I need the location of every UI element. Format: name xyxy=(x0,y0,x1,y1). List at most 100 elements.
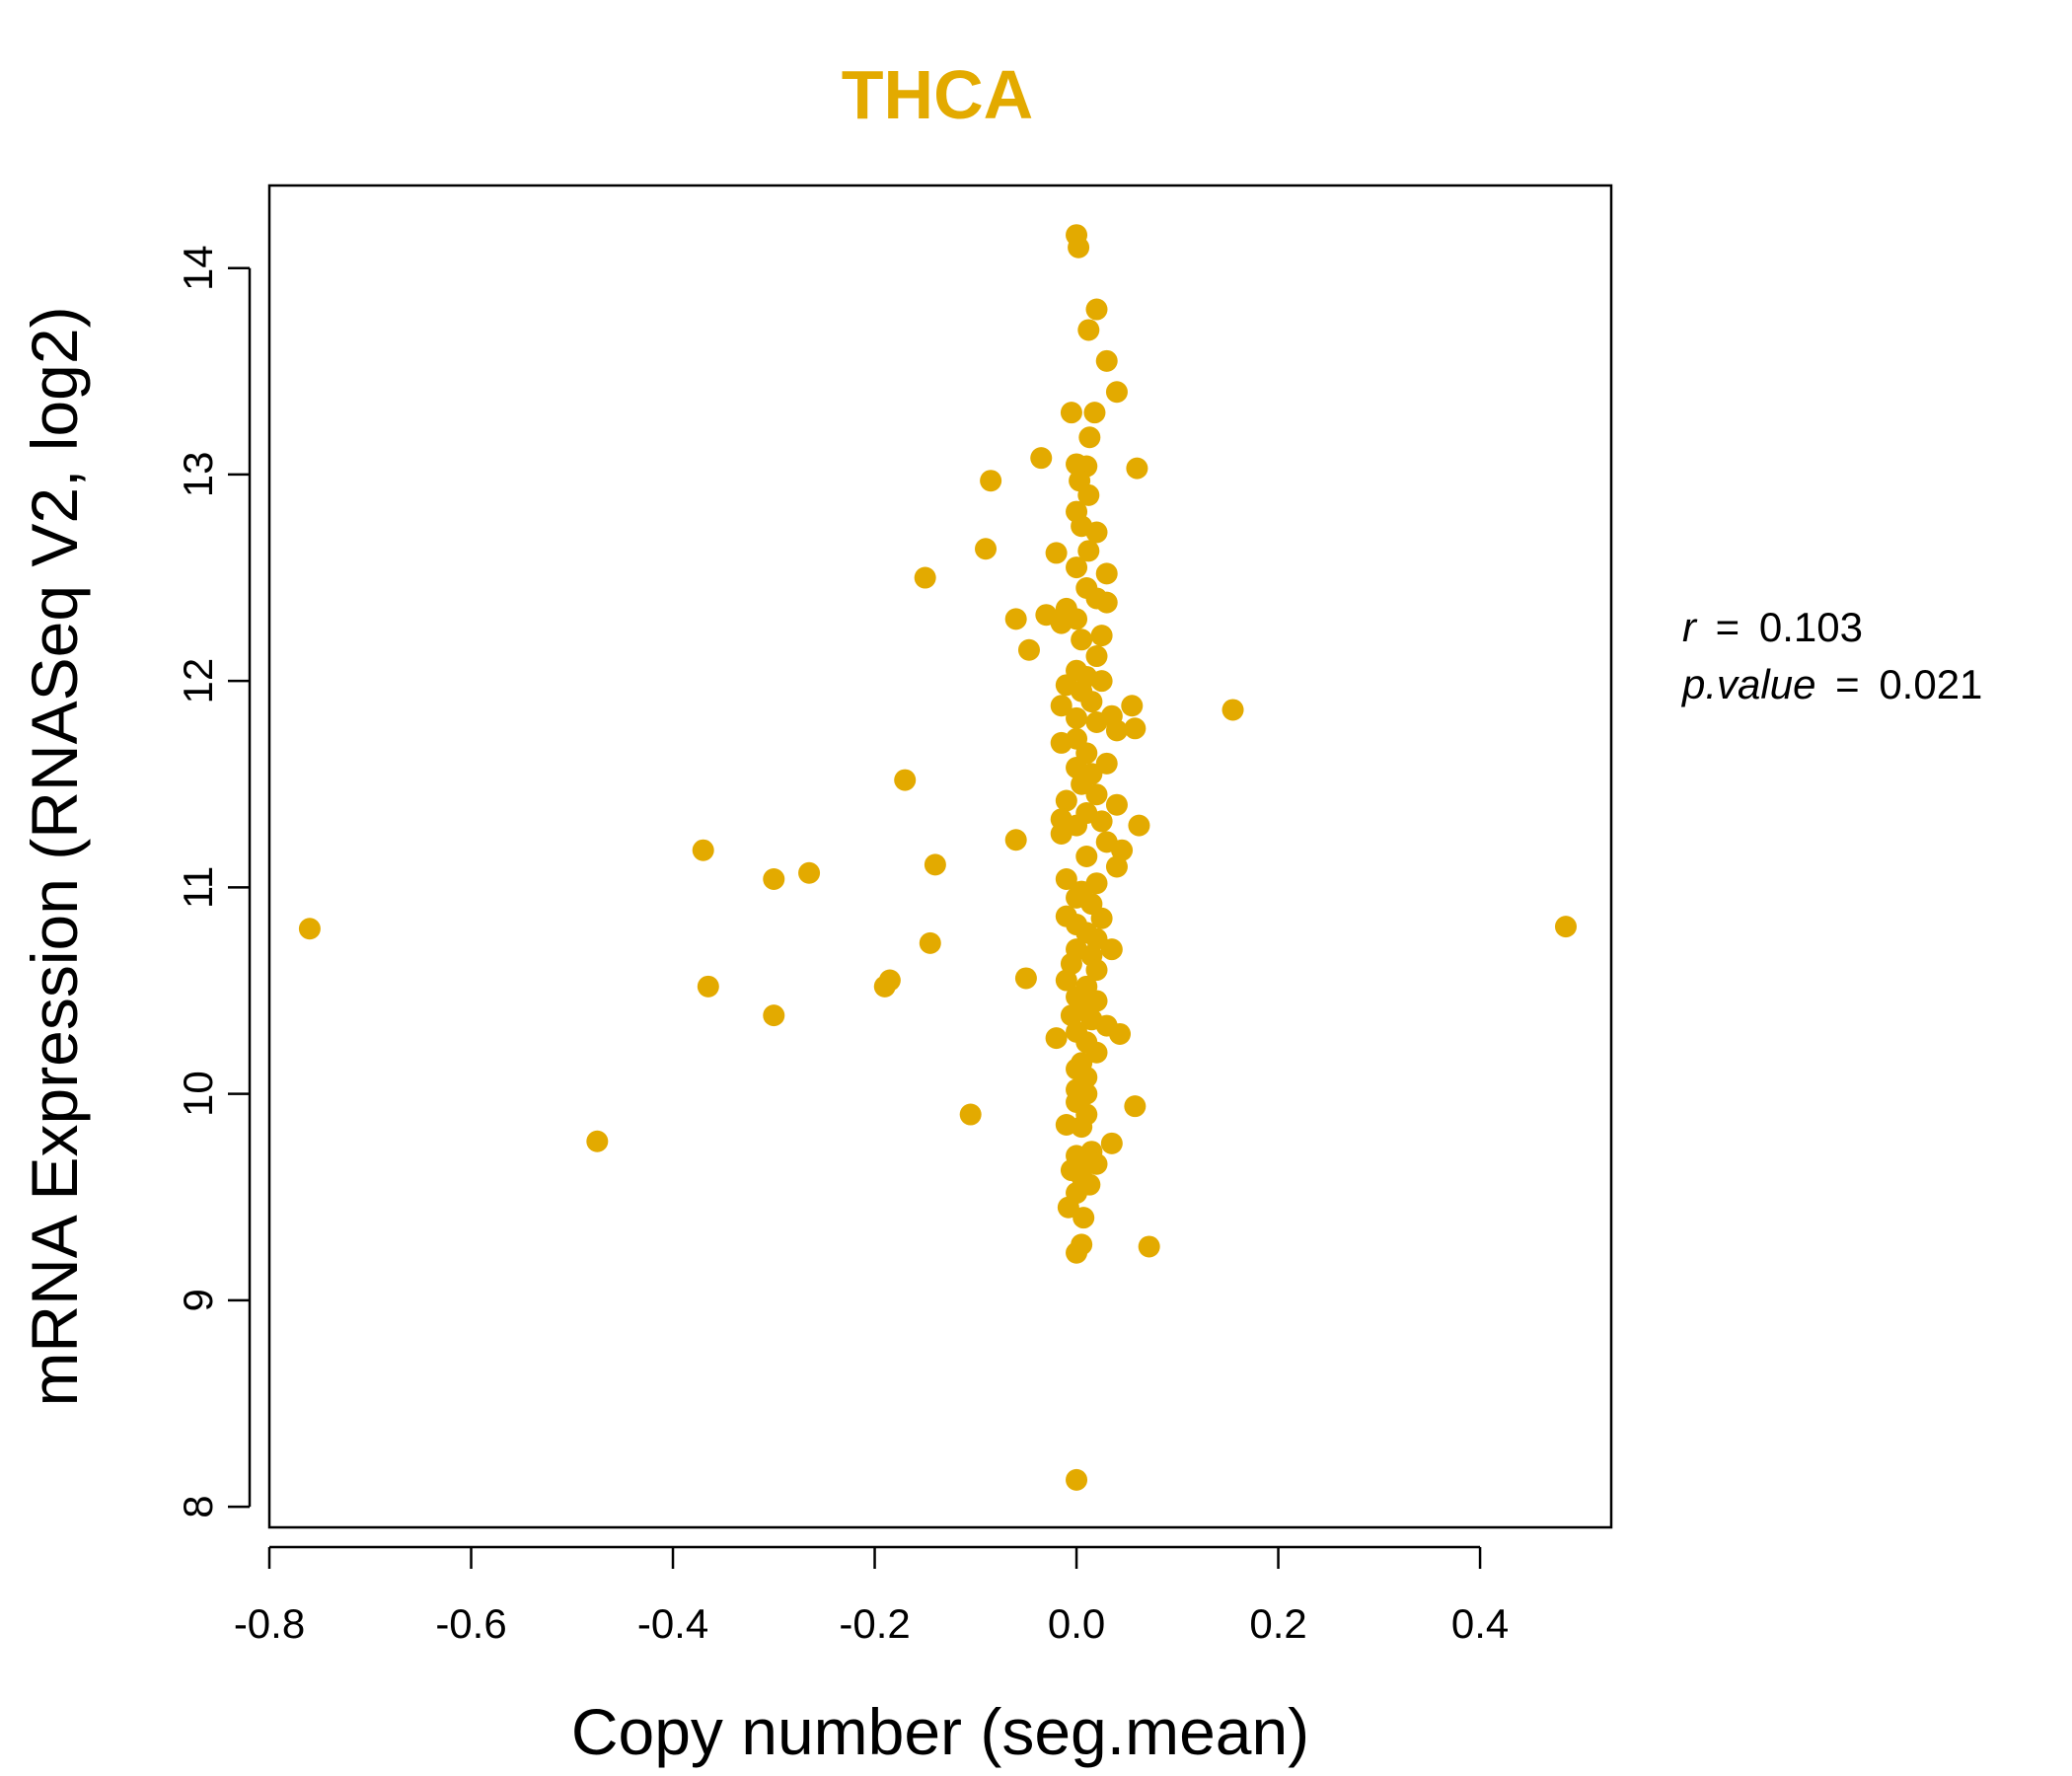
data-point xyxy=(1095,591,1118,614)
data-point xyxy=(1095,349,1118,372)
stat-p-eq: = xyxy=(1835,661,1860,707)
data-point xyxy=(1078,426,1101,449)
data-point xyxy=(586,1130,609,1152)
chart-title: THCA xyxy=(842,56,1033,133)
data-point xyxy=(1068,236,1090,259)
data-point xyxy=(1105,855,1128,878)
data-point xyxy=(1071,773,1093,795)
x-tick-label: 0.0 xyxy=(1048,1600,1105,1647)
data-point xyxy=(980,470,1002,492)
data-point xyxy=(924,853,946,876)
data-point xyxy=(959,1103,982,1126)
data-point xyxy=(1095,752,1118,775)
data-point xyxy=(1083,402,1106,424)
data-point xyxy=(1066,1468,1088,1491)
data-point xyxy=(873,975,896,998)
data-point xyxy=(1080,691,1103,713)
data-point xyxy=(1128,814,1150,837)
data-point xyxy=(1071,1116,1093,1139)
y-tick-label: 13 xyxy=(175,452,221,498)
x-tick-label: -0.6 xyxy=(435,1600,506,1647)
data-point xyxy=(1055,789,1077,812)
data-point xyxy=(1090,670,1113,693)
x-tick-label: 0.2 xyxy=(1249,1600,1306,1647)
data-point xyxy=(1071,629,1093,651)
data-point xyxy=(1124,1095,1147,1118)
data-point xyxy=(914,566,936,589)
data-point xyxy=(1077,483,1100,506)
x-tick-label: -0.4 xyxy=(637,1600,708,1647)
data-point xyxy=(1221,699,1244,721)
data-point xyxy=(975,538,998,560)
data-point xyxy=(1050,695,1073,717)
y-tick-label: 14 xyxy=(175,245,221,291)
data-point xyxy=(1111,839,1134,861)
svg-text:r = 0.103: r = 0.103 xyxy=(1682,604,1863,650)
x-tick-label: -0.2 xyxy=(839,1600,910,1647)
data-point xyxy=(1050,731,1073,754)
data-point xyxy=(1045,542,1068,564)
data-point xyxy=(798,861,821,884)
y-tick-label: 11 xyxy=(175,866,221,910)
data-point xyxy=(1121,695,1144,717)
data-point xyxy=(1060,402,1082,424)
x-tick-label: -0.8 xyxy=(234,1600,305,1647)
y-tick-label: 12 xyxy=(175,658,221,704)
x-tick-label: 0.4 xyxy=(1451,1600,1509,1647)
stat-r-value: 0.103 xyxy=(1759,604,1863,650)
data-point xyxy=(1126,457,1148,480)
data-point xyxy=(1050,822,1073,845)
stat-p-label: p.value xyxy=(1680,661,1815,707)
data-point xyxy=(894,769,917,791)
y-tick-label: 9 xyxy=(175,1289,221,1311)
data-point xyxy=(1066,1241,1088,1264)
data-point xyxy=(692,839,714,861)
data-point xyxy=(1057,1196,1079,1219)
data-point xyxy=(1085,783,1108,806)
data-point xyxy=(1105,793,1128,816)
stat-p-value: 0.021 xyxy=(1879,661,1982,707)
data-point xyxy=(919,931,941,954)
data-point xyxy=(1554,916,1577,938)
data-point xyxy=(1105,719,1128,742)
y-axis: 8 9 10 11 12 13 14 xyxy=(175,245,252,1518)
data-point xyxy=(1085,927,1108,950)
data-point xyxy=(1077,540,1100,562)
data-point xyxy=(1066,556,1088,579)
data-point xyxy=(1085,711,1108,733)
data-point xyxy=(1060,1004,1082,1027)
data-point xyxy=(1085,1152,1108,1175)
data-point xyxy=(1055,969,1077,992)
data-point xyxy=(1077,319,1100,341)
data-point xyxy=(1095,562,1118,585)
data-point xyxy=(1055,868,1077,891)
y-tick-label: 8 xyxy=(175,1495,221,1517)
data-point xyxy=(1100,938,1123,961)
data-point xyxy=(1090,907,1113,929)
x-axis-title: Copy number (seg.mean) xyxy=(571,1695,1309,1768)
stats-annotation: r = 0.103 p.value = 0.021 xyxy=(1680,604,1982,707)
data-point xyxy=(1073,1207,1095,1229)
stat-r-label: r xyxy=(1682,604,1698,650)
data-point xyxy=(1066,706,1088,729)
data-point xyxy=(1100,1132,1123,1154)
data-point xyxy=(1085,521,1108,544)
data-point xyxy=(1090,625,1113,647)
data-point xyxy=(1109,1022,1132,1045)
data-point xyxy=(1138,1235,1160,1258)
data-point xyxy=(1030,447,1053,470)
data-point xyxy=(1060,952,1082,975)
data-point xyxy=(1075,846,1098,867)
data-point xyxy=(1050,612,1073,634)
data-point xyxy=(1085,298,1108,321)
data-point xyxy=(1105,381,1128,404)
y-tick-label: 10 xyxy=(175,1071,221,1117)
data-point xyxy=(1124,717,1147,740)
y-axis-title: mRNA Expression (RNASeq V2, log2) xyxy=(18,306,91,1406)
data-point xyxy=(763,1004,785,1027)
data-point xyxy=(1014,967,1037,990)
x-axis: -0.8 -0.6 -0.4 -0.2 0.0 0.2 0.4 xyxy=(234,1545,1509,1647)
svg-text:p.value = 0.021: p.value = 0.021 xyxy=(1680,661,1982,707)
data-point xyxy=(1045,1027,1068,1050)
